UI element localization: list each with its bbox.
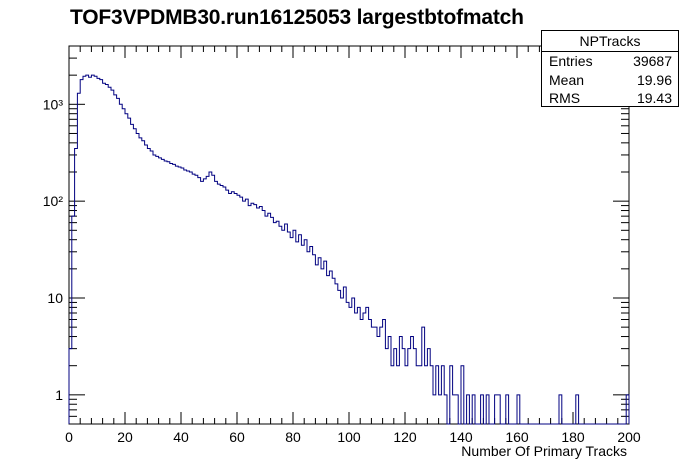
y-tick-label: 1 (55, 387, 63, 403)
x-tick-label: 60 (229, 429, 245, 445)
x-tick-label: 140 (449, 429, 473, 445)
x-tick-label: 180 (561, 429, 585, 445)
x-tick-label: 40 (173, 429, 189, 445)
x-tick-label: 100 (337, 429, 361, 445)
stats-rms-row: RMS 19.43 (542, 89, 678, 108)
y-tick-label: 10² (43, 193, 64, 209)
chart-title: TOF3VPDMB30.run16125053 largestbtofmatch (70, 6, 524, 29)
stats-mean-value: 19.96 (636, 71, 672, 88)
y-tick-label: 10³ (43, 96, 64, 112)
y-tick-label: 10 (47, 290, 63, 306)
x-tick-label: 200 (617, 429, 641, 445)
stats-mean-label: Mean (549, 71, 585, 88)
y-tick-labels: 1 10 10² 10³ (43, 96, 64, 403)
x-tick-label: 20 (117, 429, 133, 445)
stats-mean-row: Mean 19.96 (542, 71, 678, 90)
x-tick-label: 80 (285, 429, 301, 445)
stats-entries-row: Entries 39687 (542, 52, 678, 71)
x-tick-label: 120 (393, 429, 417, 445)
stats-entries-value: 39687 (633, 53, 672, 69)
stats-box: NPTracks Entries 39687 Mean 19.96 RMS 19… (541, 30, 679, 107)
x-axis-label: Number Of Primary Tracks (461, 443, 627, 459)
stats-rms-value: 19.43 (636, 90, 672, 106)
x-tick-label: 0 (65, 429, 73, 445)
x-tick-labels: 0 20 40 60 80 100 120 140 160 180 200 (65, 429, 641, 445)
histogram-line (68, 74, 630, 425)
stats-rms-label: RMS (549, 90, 581, 106)
stats-entries-label: Entries (549, 53, 593, 69)
stats-name: NPTracks (542, 31, 678, 52)
x-tick-label: 160 (505, 429, 529, 445)
